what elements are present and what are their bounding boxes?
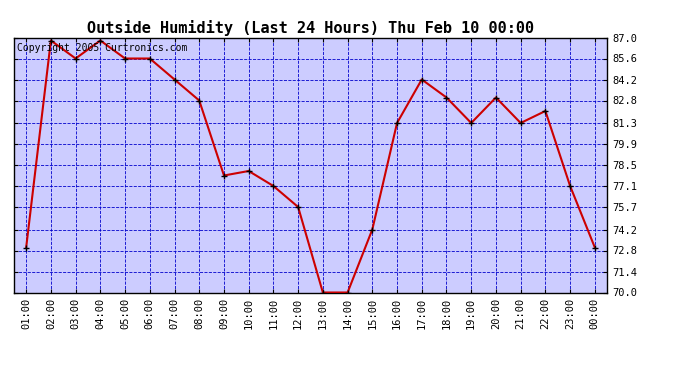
Title: Outside Humidity (Last 24 Hours) Thu Feb 10 00:00: Outside Humidity (Last 24 Hours) Thu Feb… (87, 20, 534, 36)
Text: Copyright 2005 Curtronics.com: Copyright 2005 Curtronics.com (17, 43, 187, 52)
